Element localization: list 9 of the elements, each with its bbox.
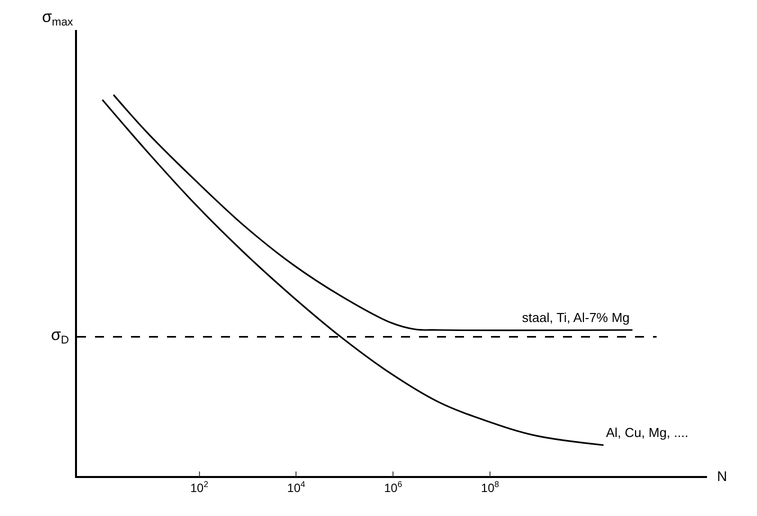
x-tick-label: 10$^{6}$ xyxy=(384,479,402,496)
x-tick-label: 10$^{2}$ xyxy=(190,479,209,496)
y-axis-title: σ$_{max}$ xyxy=(42,9,74,28)
ref-line-label: σ$_{D}$ xyxy=(51,327,69,346)
x-tick-label: 10$^{8}$ xyxy=(481,479,500,496)
series-label: Al, Cu, Mg, .... xyxy=(606,425,688,440)
x-axis-title: N xyxy=(717,468,728,484)
series-label: staal, Ti, Al-7% Mg xyxy=(522,310,630,325)
x-tick-label: 10$^{4}$ xyxy=(287,479,306,496)
